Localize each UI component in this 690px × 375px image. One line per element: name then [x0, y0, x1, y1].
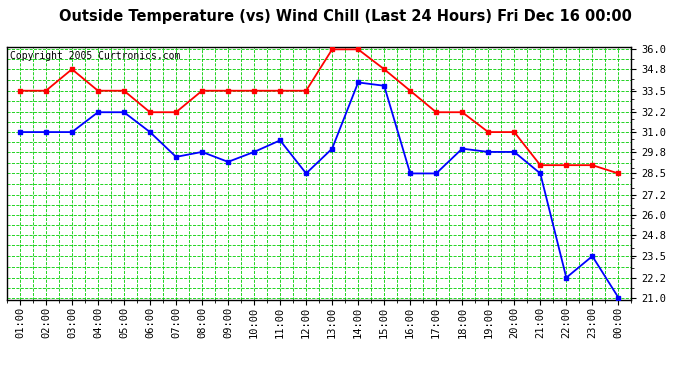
Text: Copyright 2005 Curtronics.com: Copyright 2005 Curtronics.com [10, 51, 180, 61]
Text: Outside Temperature (vs) Wind Chill (Last 24 Hours) Fri Dec 16 00:00: Outside Temperature (vs) Wind Chill (Las… [59, 9, 631, 24]
